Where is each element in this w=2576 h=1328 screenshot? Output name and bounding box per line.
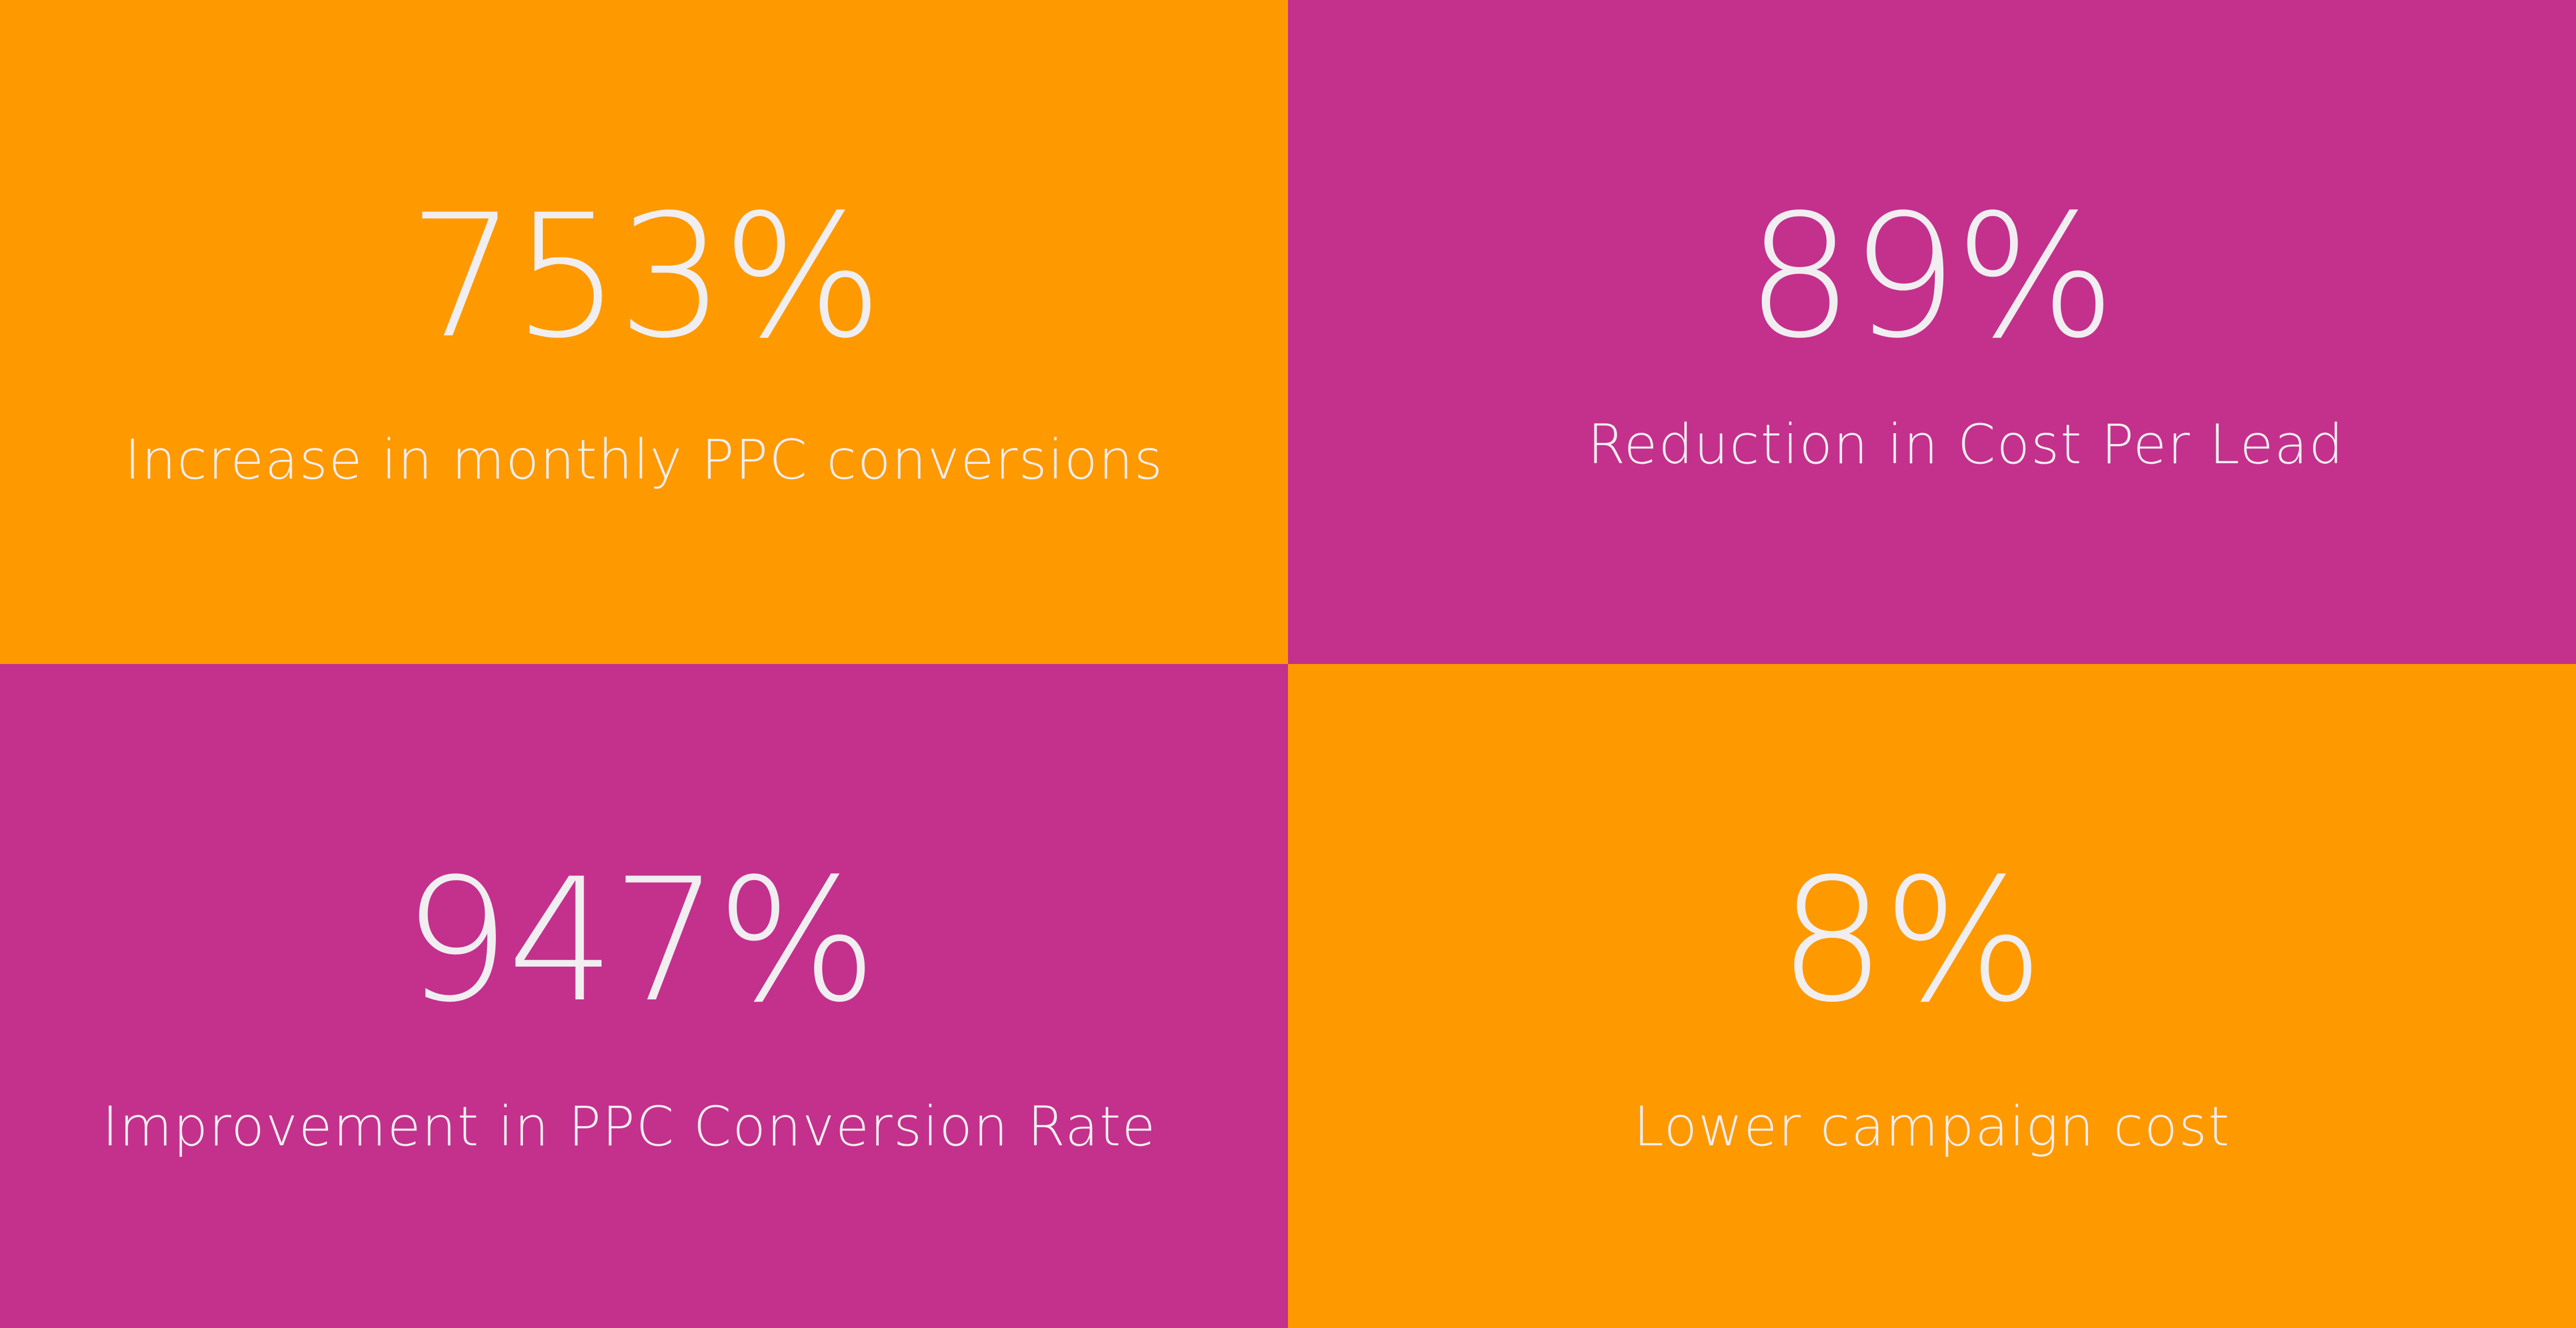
- stat-tile-conversion-rate: 947% Improvement in PPC Conversion Rate: [0, 664, 1288, 1328]
- stat-tile-conversions: 753% Increase in monthly PPC conversions: [0, 0, 1288, 664]
- stat-tile-campaign-cost: 8% Lower campaign cost: [1288, 664, 2576, 1328]
- stat-value: 89%: [1745, 178, 2116, 376]
- stat-label: Improvement in PPC Conversion Rate: [102, 1095, 1157, 1158]
- stat-value: 947%: [403, 842, 878, 1040]
- stat-value: 753%: [408, 178, 883, 376]
- stat-label: Lower campaign cost: [1633, 1095, 2231, 1158]
- stat-label: Reduction in Cost Per Lead: [1587, 413, 2345, 476]
- stat-value: 8%: [1778, 842, 2044, 1040]
- stat-label: Increase in monthly PPC conversions: [124, 428, 1164, 491]
- stat-tile-cost-per-lead: 89% Reduction in Cost Per Lead: [1288, 0, 2576, 664]
